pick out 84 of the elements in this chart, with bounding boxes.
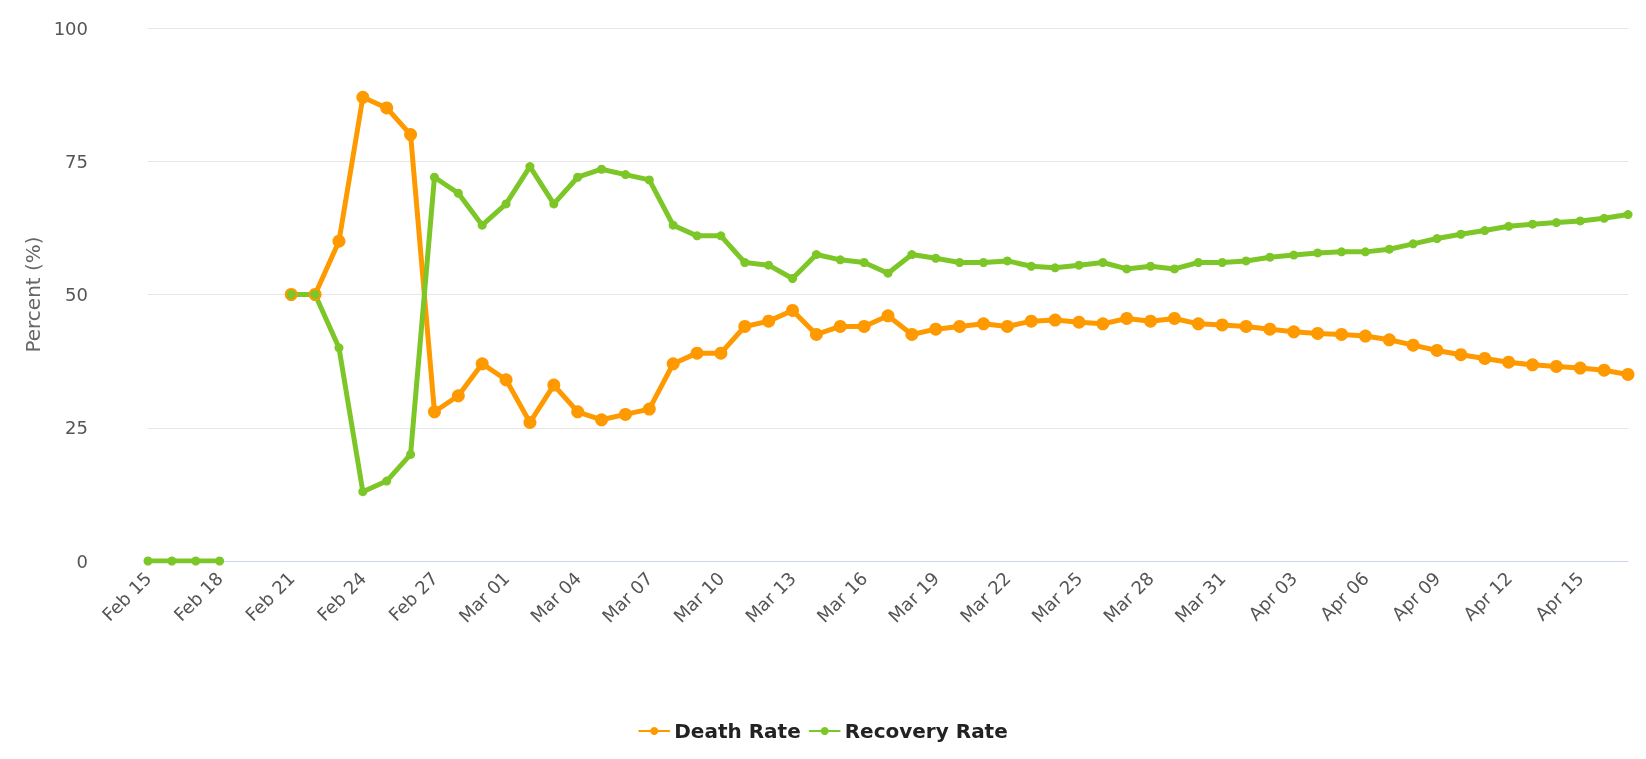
point [857, 319, 871, 333]
point [1072, 315, 1086, 329]
point [404, 128, 418, 142]
point [523, 415, 537, 429]
point [1358, 329, 1372, 343]
point [1144, 314, 1158, 328]
point [833, 319, 847, 333]
x-tick-label: Mar 16 [812, 567, 872, 627]
point [1287, 325, 1301, 339]
point [1382, 333, 1396, 347]
point [380, 101, 394, 115]
x-tick-label: Apr 15 [1530, 567, 1588, 625]
point [809, 327, 823, 341]
point [1096, 317, 1110, 331]
x-tick-label: Mar 04 [526, 567, 586, 627]
point [786, 303, 800, 317]
point [762, 314, 776, 328]
point [881, 309, 895, 323]
legend-label: Death Rate [674, 719, 801, 743]
point [1478, 351, 1492, 365]
point [1406, 338, 1420, 352]
point [1263, 322, 1277, 336]
x-tick-label: Apr 06 [1315, 567, 1373, 625]
y-tick-label: 100 [53, 17, 88, 39]
point [642, 402, 656, 416]
x-tick-label: Feb 18 [169, 567, 228, 626]
point [1048, 313, 1062, 327]
y-tick-label: 0 [76, 550, 88, 572]
legend-label: Recovery Rate [844, 719, 1008, 743]
y-tick-label: 25 [65, 417, 88, 439]
point [1549, 359, 1563, 373]
point [427, 405, 441, 419]
point [714, 346, 728, 360]
x-tick-label: Mar 25 [1027, 567, 1087, 627]
point [499, 373, 513, 387]
point [571, 405, 585, 419]
x-tick-label: Mar 13 [740, 567, 800, 627]
x-tick-label: Mar 01 [454, 567, 514, 627]
point [1597, 363, 1611, 377]
point [1239, 319, 1253, 333]
point [905, 327, 919, 341]
x-tick-label: Feb 15 [97, 567, 156, 626]
y-tick-label: 75 [65, 150, 88, 172]
point [475, 357, 489, 371]
point [1454, 348, 1468, 362]
point [547, 378, 561, 392]
point [1167, 311, 1181, 325]
point [1311, 326, 1325, 340]
point [1335, 327, 1349, 341]
point [953, 319, 967, 333]
x-tick-label: Mar 28 [1098, 567, 1159, 627]
point [1215, 318, 1229, 332]
point [738, 319, 752, 333]
point [595, 413, 609, 427]
point [451, 389, 465, 403]
x-tick-label: Apr 03 [1244, 567, 1302, 625]
point [1000, 319, 1014, 333]
x-tick-label: Apr 09 [1387, 567, 1445, 625]
y-tick-label: 50 [65, 284, 88, 305]
point [1502, 355, 1516, 369]
point [618, 407, 632, 421]
x-tick-label: Mar 07 [597, 567, 657, 627]
x-tick-label: Feb 24 [312, 567, 371, 626]
point [1024, 314, 1038, 328]
x-tick-label: Mar 19 [884, 567, 944, 627]
x-tick-label: Mar 31 [1170, 567, 1230, 627]
point [666, 357, 680, 371]
point [1120, 311, 1134, 325]
point [332, 234, 346, 248]
point [356, 90, 370, 104]
x-tick-label: Feb 27 [384, 567, 442, 626]
point [1526, 358, 1540, 372]
point [1573, 361, 1587, 375]
point [977, 317, 990, 331]
x-tick-label: Apr 12 [1458, 567, 1517, 625]
point [929, 322, 943, 336]
x-tick-label: Mar 22 [955, 567, 1015, 627]
point [1430, 343, 1444, 357]
y-axis-title: Percent (%) [20, 236, 45, 353]
x-tick-label: Feb 21 [241, 567, 299, 626]
point [690, 346, 704, 360]
point [1621, 367, 1635, 381]
point [1191, 317, 1205, 331]
x-tick-label: Mar 10 [669, 567, 729, 627]
